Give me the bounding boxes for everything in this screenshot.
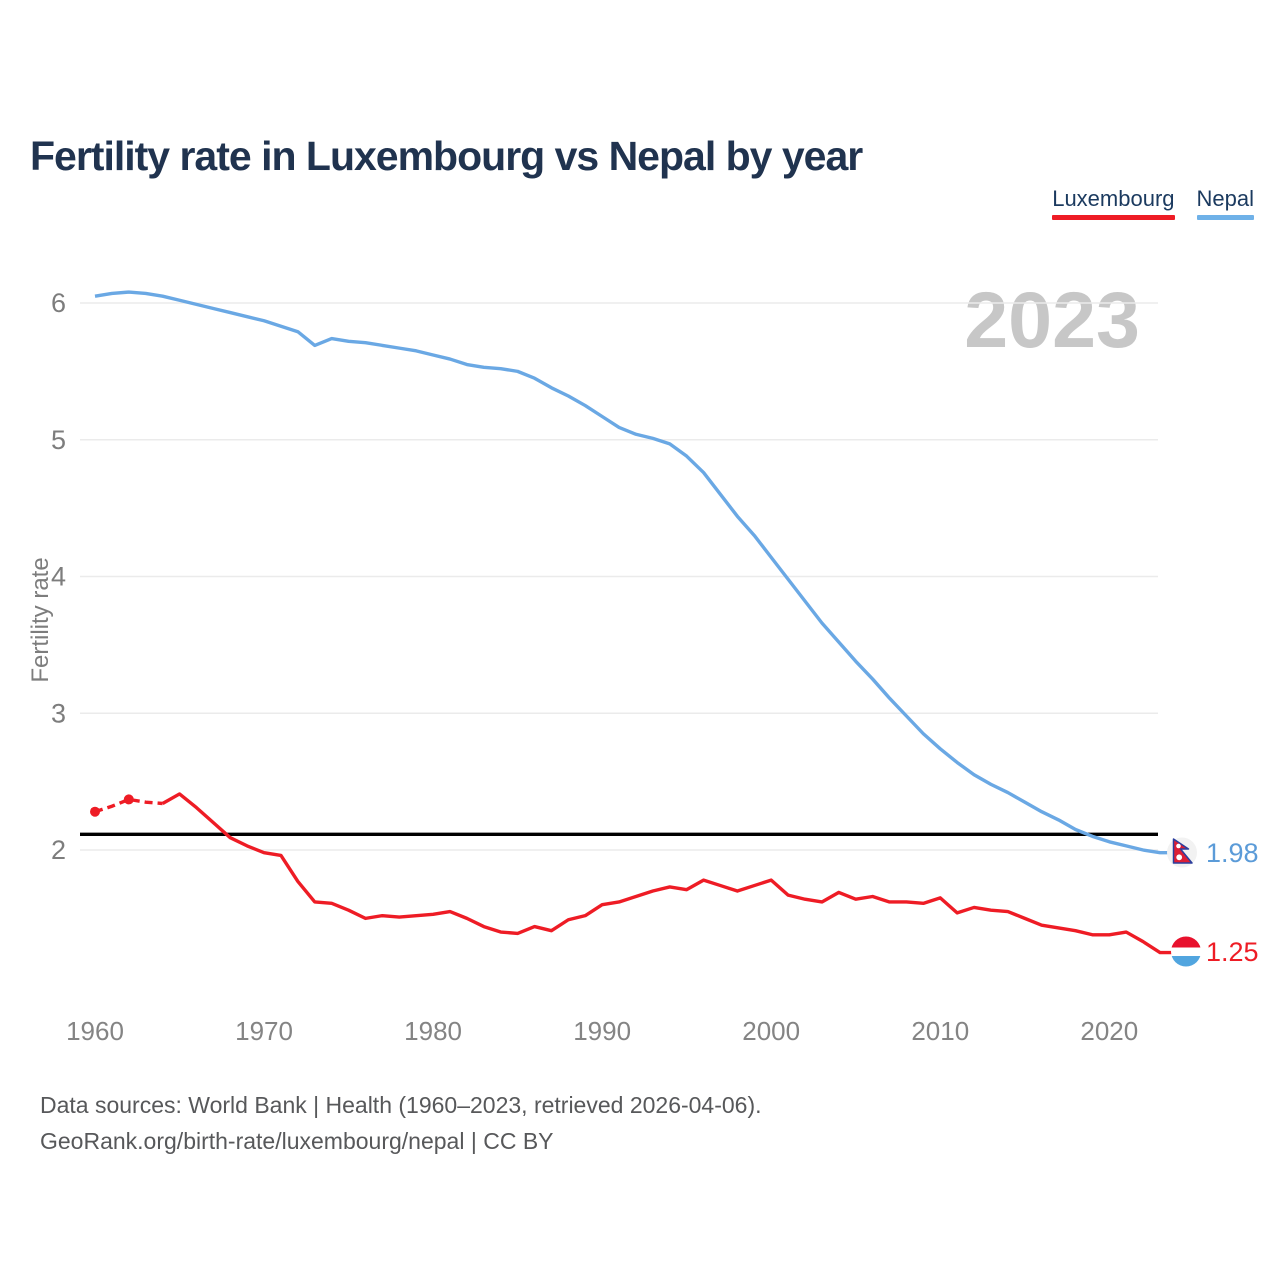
footer-attribution: GeoRank.org/birth-rate/luxembourg/nepal …	[40, 1128, 554, 1154]
year-watermark: 2023	[964, 275, 1140, 364]
footer-sources: Data sources: World Bank | Health (1960–…	[40, 1092, 762, 1118]
y-axis-title: Fertility rate	[27, 557, 54, 682]
series-lines	[90, 290, 1173, 955]
x-tick-label: 1970	[235, 1016, 293, 1046]
x-tick-label: 1960	[66, 1016, 124, 1046]
x-tick-label: 2000	[742, 1016, 800, 1046]
axes: Fertility rate 2 3 4 5 6 1960 1970 1980 1990 2000…	[27, 288, 1138, 1046]
legend-item-luxembourg[interactable]: Luxembourg	[1052, 186, 1175, 220]
luxembourg-marker	[123, 794, 134, 805]
page-title: Fertility rate in Luxembourg vs Nepal by…	[30, 133, 863, 180]
x-tick-label: 2010	[911, 1016, 969, 1046]
x-tick-label: 2020	[1080, 1016, 1138, 1046]
y-tick-label: 6	[51, 288, 66, 318]
gridlines	[80, 302, 1158, 851]
y-tick-label: 5	[51, 425, 66, 455]
legend: Luxembourg Nepal	[1052, 186, 1254, 220]
legend-label-luxembourg: Luxembourg	[1052, 186, 1175, 211]
footer: Data sources: World Bank | Health (1960–…	[40, 1087, 762, 1159]
luxembourg-line	[161, 792, 1173, 955]
legend-underline-nepal	[1196, 215, 1254, 220]
y-tick-label: 4	[51, 562, 66, 592]
y-tick-label: 2	[51, 835, 66, 865]
x-tick-label: 1980	[404, 1016, 462, 1046]
luxembourg-marker	[90, 806, 100, 817]
legend-underline-luxembourg	[1052, 215, 1175, 220]
nepal-flag-icon	[1167, 837, 1197, 868]
nepal-line	[94, 290, 1169, 855]
y-tick-label: 3	[51, 698, 66, 728]
luxembourg-end-value: 1.25	[1206, 937, 1259, 967]
x-tick-label: 1990	[573, 1016, 631, 1046]
luxembourg-line-dashed	[94, 797, 163, 814]
legend-label-nepal: Nepal	[1196, 186, 1254, 211]
legend-item-nepal[interactable]: Nepal	[1196, 186, 1254, 220]
luxembourg-flag-icon	[1171, 936, 1201, 967]
nepal-end-value: 1.98	[1206, 838, 1259, 868]
